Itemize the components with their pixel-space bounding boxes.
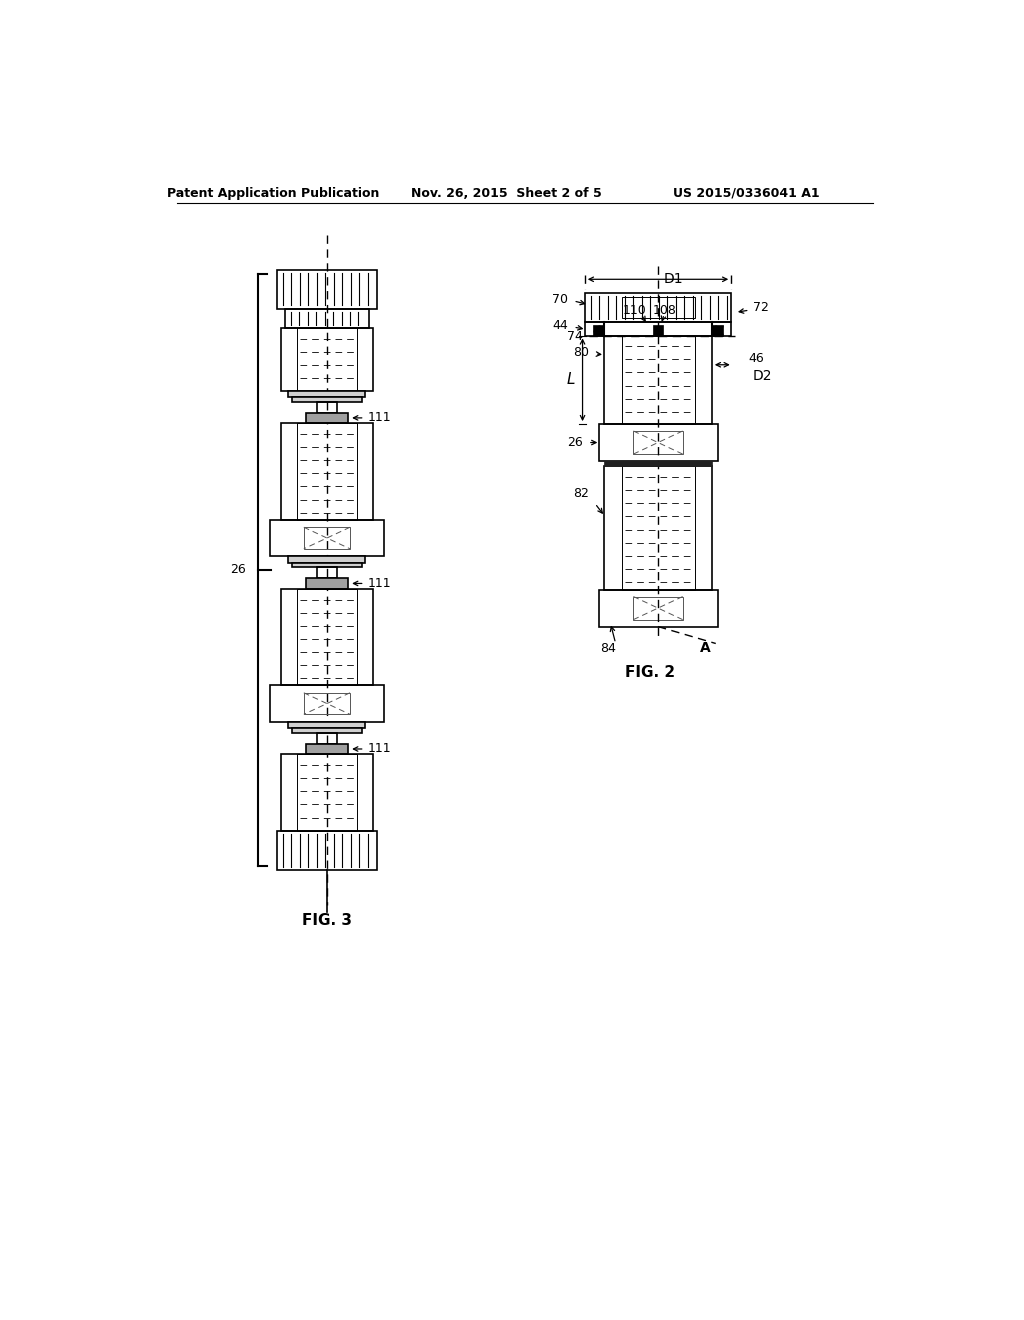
Text: D1: D1 [664, 272, 683, 285]
Bar [297, 755, 357, 832]
Bar [622, 466, 695, 590]
Bar [622, 297, 695, 318]
Text: 46: 46 [749, 352, 764, 366]
Bar [316, 733, 337, 743]
Bar [292, 397, 361, 401]
Text: 82: 82 [572, 487, 589, 500]
Bar [306, 578, 348, 589]
Bar [281, 327, 373, 391]
Bar [306, 743, 348, 755]
Text: 84: 84 [600, 642, 616, 655]
Bar [289, 391, 366, 397]
Bar [593, 325, 604, 335]
Text: D2: D2 [753, 368, 772, 383]
Text: 26: 26 [230, 564, 246, 576]
Bar [712, 325, 723, 335]
Bar [297, 424, 357, 520]
Bar [304, 693, 350, 714]
Text: Nov. 26, 2015  Sheet 2 of 5: Nov. 26, 2015 Sheet 2 of 5 [411, 186, 602, 199]
Bar [653, 325, 663, 335]
Bar [281, 424, 373, 520]
Bar [712, 322, 731, 335]
Bar [281, 589, 373, 685]
Bar [622, 335, 695, 424]
Bar [585, 293, 731, 322]
Bar [604, 335, 712, 424]
Bar [297, 589, 357, 685]
Text: 111: 111 [368, 412, 391, 425]
Bar [599, 590, 718, 627]
Text: 72: 72 [753, 301, 769, 314]
Bar [292, 729, 361, 733]
Bar [306, 413, 348, 424]
Text: A: A [700, 642, 711, 655]
Bar [289, 557, 366, 562]
Bar [304, 527, 350, 549]
Text: FIG. 3: FIG. 3 [302, 913, 352, 928]
Text: 108: 108 [652, 304, 676, 317]
Text: 70: 70 [552, 293, 568, 306]
Text: 80: 80 [572, 346, 589, 359]
Text: 26: 26 [567, 436, 584, 449]
Bar [634, 597, 683, 619]
Bar [281, 755, 373, 832]
Bar [599, 424, 718, 461]
Bar [270, 685, 384, 722]
Bar [270, 520, 384, 557]
Text: L: L [566, 372, 574, 387]
Bar [585, 322, 604, 335]
Text: 111: 111 [368, 742, 391, 755]
Text: 110: 110 [623, 304, 647, 317]
Bar [292, 562, 361, 568]
Bar [289, 722, 366, 729]
Bar [276, 832, 377, 870]
Bar [297, 327, 357, 391]
Text: FIG. 2: FIG. 2 [626, 665, 676, 680]
Text: 74: 74 [566, 330, 583, 343]
Bar [604, 466, 712, 590]
Bar [604, 461, 712, 466]
Text: Patent Application Publication: Patent Application Publication [167, 186, 379, 199]
Bar [634, 432, 683, 454]
Bar [316, 568, 337, 578]
Bar [316, 401, 337, 412]
Bar [276, 271, 377, 309]
Text: 111: 111 [368, 577, 391, 590]
Text: 44: 44 [552, 319, 568, 333]
Bar [285, 309, 370, 327]
Bar [604, 322, 712, 335]
Text: US 2015/0336041 A1: US 2015/0336041 A1 [673, 186, 820, 199]
